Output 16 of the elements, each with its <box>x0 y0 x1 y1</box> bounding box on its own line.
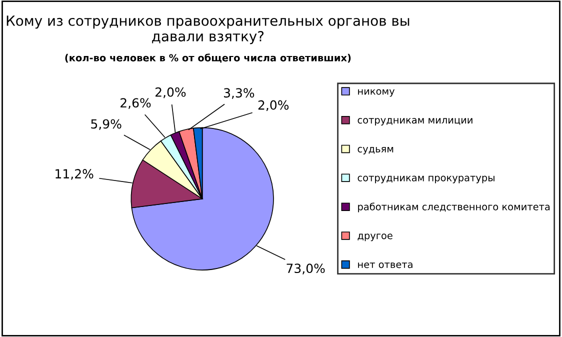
data-label: 11,2% <box>56 169 94 180</box>
data-label: 5,9% <box>91 119 122 130</box>
legend-label: нет ответа <box>358 262 412 268</box>
legend-label: никому <box>358 89 395 97</box>
legend-label: сотрудникам прокуратуры <box>358 176 494 184</box>
data-label: 2,0% <box>156 87 186 98</box>
data-label: 2,0% <box>258 100 289 112</box>
legend-label: судьям <box>358 146 394 154</box>
data-label: 73,0% <box>286 264 325 274</box>
data-label: 2,6% <box>120 98 151 109</box>
legend-label: другое <box>358 234 392 242</box>
chart-subtitle: (кол-во человек в % от общего числа ответивших) <box>65 54 351 63</box>
chart-title: Кому из сотрудников правоохранительных органов вы давали взятку? <box>6 16 410 44</box>
data-label: 3,3% <box>224 88 254 99</box>
legend-label: работникам следственного комитета <box>358 202 550 212</box>
legend-label: сотрудникам милиции <box>358 118 472 126</box>
